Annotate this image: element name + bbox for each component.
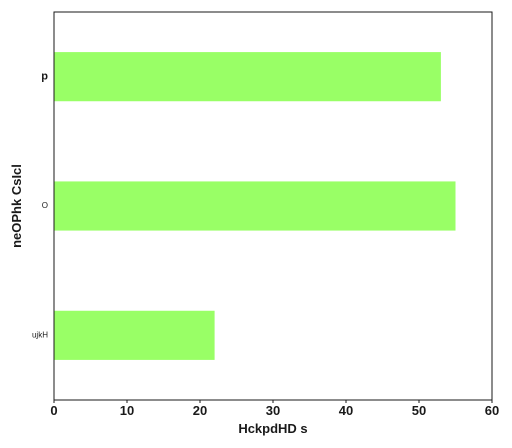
y-tick-label: p: [41, 71, 48, 83]
x-tick-label: 20: [193, 403, 207, 418]
x-tick-label: 60: [485, 403, 499, 418]
x-tick-label: 0: [50, 403, 57, 418]
y-tick-label: O: [42, 201, 48, 210]
x-tick-label: 40: [339, 403, 353, 418]
x-tick-label: 50: [412, 403, 426, 418]
x-axis-title: HckpdHD s: [238, 421, 307, 436]
y-tick-label: ujkH: [32, 330, 48, 339]
bars-layer: [54, 52, 456, 360]
x-tick-label: 10: [120, 403, 134, 418]
y-axis-title: neOPhk CsIcl: [9, 164, 24, 248]
bar-O: [54, 181, 456, 231]
x-tick-label: 30: [266, 403, 280, 418]
x-axis-ticks: 0 10 20 30 40 50 60: [50, 400, 499, 418]
bar-ujkH: [54, 310, 215, 360]
bar-p: [54, 52, 441, 102]
